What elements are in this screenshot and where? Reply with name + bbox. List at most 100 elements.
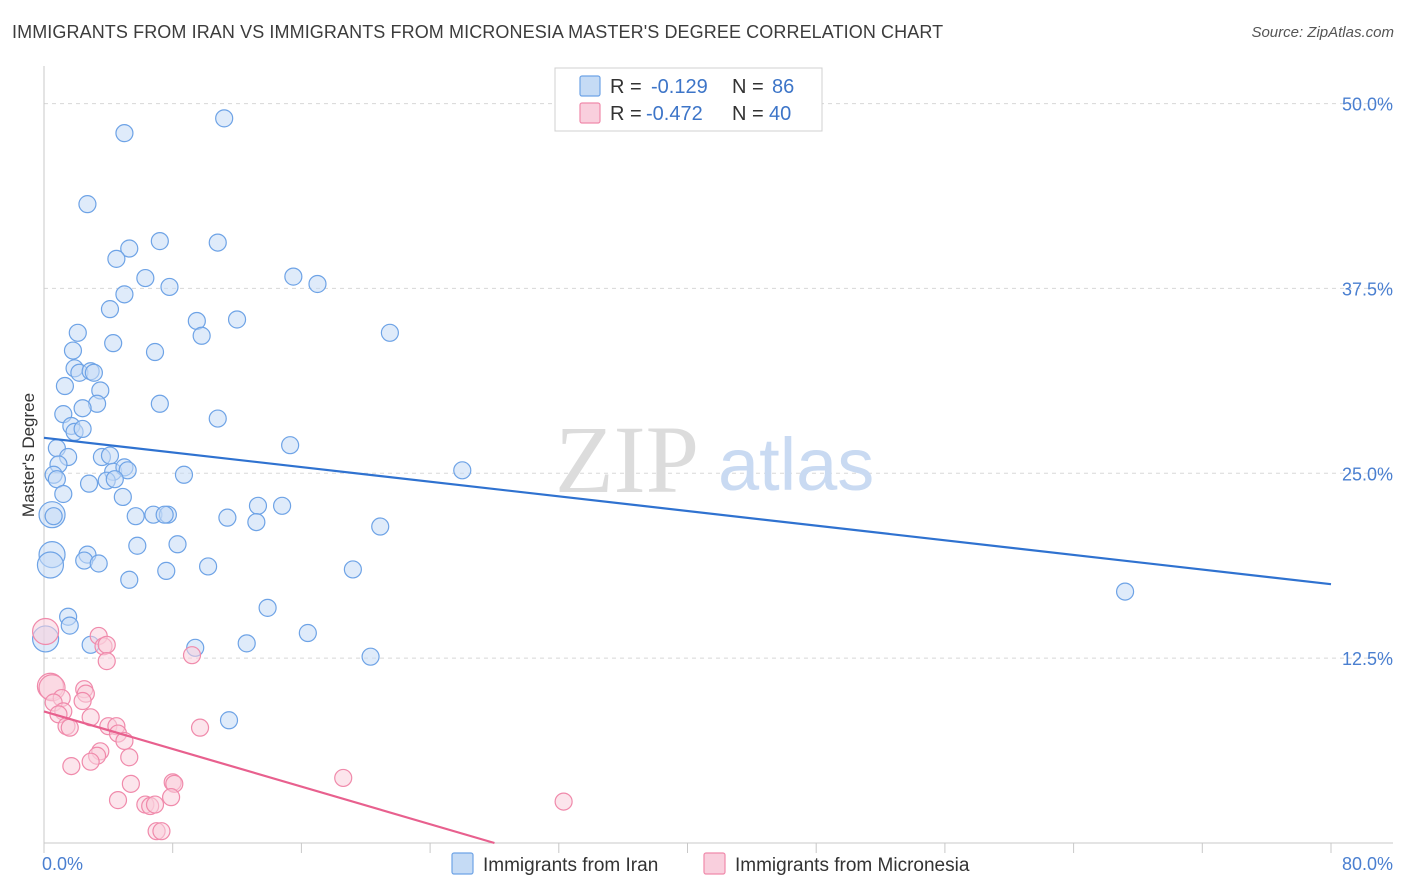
grid-lines [44,103,1393,659]
series-micronesia [32,617,573,841]
legend-swatch-iran [579,75,601,97]
legend-n-value-iran: 86 [772,76,794,98]
legend-r-value-iran: -0.129 [651,76,708,98]
point-iran-82 [237,634,256,653]
point-iran-35 [281,436,300,455]
point-iran-43 [118,461,137,480]
point-iran-78 [298,623,317,643]
point-iran-11 [115,285,134,304]
point-iran-50 [105,470,124,489]
point-iran-20 [145,342,165,362]
point-micronesia-32 [108,791,128,810]
point-iran-31 [208,409,227,428]
x-tick-label-right: 80.0% [1342,854,1393,874]
correlation-legend: R = -0.129 N = 86 R = -0.472 N = 40 [554,67,823,132]
axes [43,66,1393,853]
trend-line-iran [43,436,1332,586]
point-micronesia-28 [121,774,140,793]
point-micronesia-12 [73,691,92,711]
point-iran-70 [198,557,218,576]
point-iran-51 [54,484,73,504]
point-iran-0 [115,124,134,143]
point-iran-10 [308,274,327,294]
watermark-atlas: atlas [718,423,874,506]
point-iran-76 [258,598,277,617]
point-iran-5 [150,232,169,251]
legend-swatch-micronesia [579,102,601,124]
legend-n-value-micronesia: 40 [769,103,791,125]
point-iran-71 [343,560,362,579]
legend-entry-iran: Immigrants from Iran [483,855,658,876]
point-micronesia-25 [81,752,100,771]
point-iran-17 [68,323,87,342]
point-iran-6 [208,233,227,252]
source-label: Source: ZipAtlas.com [1251,24,1394,41]
point-iran-48 [79,474,99,493]
point-micronesia-4 [182,646,202,665]
point-iran-83 [361,647,380,666]
point-iran-14 [227,310,247,329]
legend-r-value-micronesia: -0.472 [646,103,703,125]
legend-n-label-micronesia: N = [732,103,764,125]
point-iran-2 [78,195,97,214]
point-micronesia-39 [152,822,171,841]
point-micronesia-5 [97,652,116,671]
x-tick-label-left: 0.0% [42,854,83,874]
point-iran-44 [174,465,194,484]
y-tick-label-3: 50.0% [1342,95,1393,115]
point-micronesia-20 [190,718,210,737]
y-tick-label-2: 37.5% [1342,279,1393,299]
point-iran-74 [1115,582,1135,601]
point-iran-85 [155,505,174,524]
point-iran-4 [107,249,126,268]
chart-title: IMMIGRANTS FROM IRAN VS IMMIGRANTS FROM … [12,22,944,42]
point-iran-19 [104,334,123,353]
watermark-zip: ZIP [555,406,699,513]
point-iran-28 [150,394,169,413]
point-micronesia-3 [97,635,116,654]
point-iran-18 [63,341,83,360]
point-iran-58 [218,508,237,527]
point-iran-54 [44,507,63,526]
point-iran-8 [160,277,179,297]
legend-n-label-iran: N = [732,76,764,98]
point-iran-73 [120,570,139,589]
trend-lines [43,436,1332,845]
point-micronesia-26 [120,748,139,767]
point-micronesia-27 [62,756,81,776]
legend-swatch-bottom-iran [451,852,474,875]
legend-swatch-bottom-micronesia [703,852,726,875]
point-iran-15 [192,326,211,345]
trend-line-micronesia [43,710,495,845]
point-iran-25 [55,376,75,396]
point-iran-9 [284,267,303,286]
y-tick-label-0: 12.5% [1342,649,1393,669]
point-iran-55 [126,507,145,526]
point-iran-66 [36,551,65,579]
legend-r-label-micronesia: R = [610,103,642,125]
point-iran-52 [113,487,132,507]
point-iran-77 [60,616,79,635]
legend-r-label-iran: R = [610,76,642,98]
point-iran-60 [272,496,292,515]
point-iran-61 [247,512,266,532]
point-iran-39 [100,446,120,465]
point-iran-24 [84,363,103,382]
point-iran-59 [248,496,268,515]
point-iran-64 [168,535,187,554]
point-micronesia-0 [32,617,60,646]
point-micronesia-36 [145,795,165,814]
point-iran-69 [89,554,108,573]
series-iran [32,109,1135,730]
legend-entry-micronesia: Immigrants from Micronesia [735,855,970,876]
point-iran-84 [219,711,239,730]
point-micronesia-37 [554,792,573,811]
point-iran-12 [100,300,120,319]
point-iran-45 [453,461,472,480]
point-iran-16 [380,323,399,342]
point-iran-1 [215,109,234,128]
series-legend: Immigrants from Iran Immigrants from Mic… [451,852,970,876]
point-iran-62 [371,517,390,536]
point-iran-7 [136,268,155,288]
